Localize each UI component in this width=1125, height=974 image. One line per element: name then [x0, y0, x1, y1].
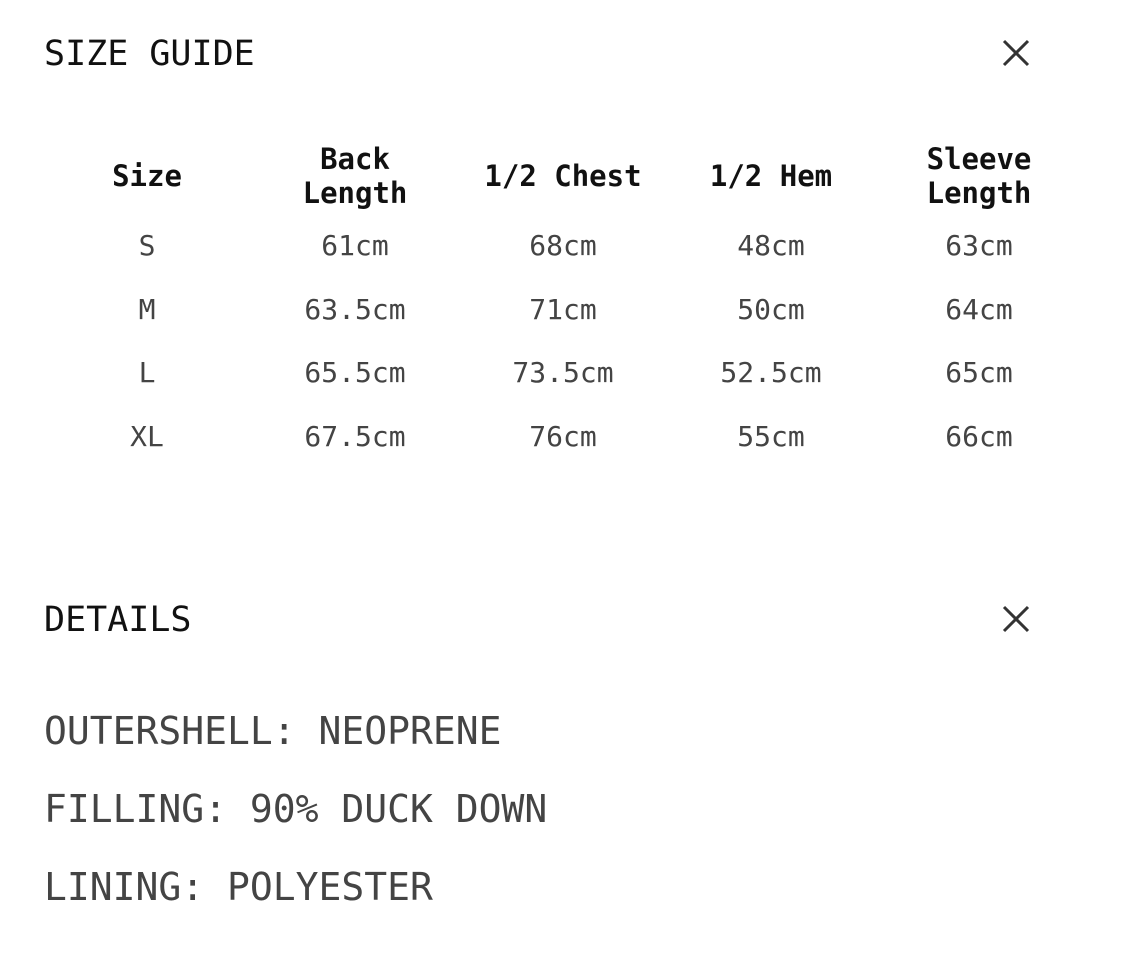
size-guide-title: SIZE GUIDE [44, 34, 255, 74]
details-lining: LINING: POLYESTER [44, 865, 433, 909]
table-cell: 76cm [529, 419, 597, 453]
table-cell: 71cm [529, 292, 597, 326]
table-row: M 63.5cm 71cm 50cm 64cm [43, 278, 1083, 342]
table-cell: 52.5cm [720, 356, 822, 389]
details-filling: FILLING: 90% DUCK DOWN [44, 787, 548, 831]
table-cell: 66cm [945, 419, 1013, 453]
size-table: Size Back Length 1/2 Chest 1/2 Hem Sleeve… [43, 138, 1083, 468]
header-half-chest: 1/2 Chest [484, 159, 642, 193]
table-cell: 48cm [737, 229, 805, 262]
header-back-length: Back Length [302, 142, 408, 210]
header-sleeve-length: Sleeve Length [926, 142, 1032, 210]
table-cell: 65cm [945, 356, 1013, 389]
size-guide-close-button[interactable] [998, 35, 1034, 71]
details-outershell: OUTERSHELL: NEOPRENE [44, 709, 502, 753]
close-icon [1002, 605, 1030, 633]
details-close-button[interactable] [998, 601, 1034, 637]
header-size: Size [112, 159, 182, 193]
table-cell: 55cm [737, 419, 805, 453]
table-cell: 50cm [737, 292, 805, 326]
table-cell: 63.5cm [304, 292, 406, 326]
table-row: XL 67.5cm 76cm 55cm 66cm [43, 405, 1083, 469]
table-header-row: Size Back Length 1/2 Chest 1/2 Hem Sleeve… [43, 138, 1083, 214]
table-cell: 64cm [945, 292, 1013, 326]
table-cell: L [138, 356, 156, 389]
table-cell: 68cm [529, 229, 597, 262]
close-icon [1002, 39, 1030, 67]
table-row: L 65.5cm 73.5cm 52.5cm 65cm [43, 341, 1083, 405]
table-cell: XL [130, 419, 164, 453]
table-cell: 73.5cm [512, 356, 614, 389]
table-cell: M [138, 292, 156, 326]
table-cell: S [138, 229, 156, 262]
details-title: DETAILS [44, 600, 192, 640]
header-half-hem: 1/2 Hem [709, 159, 833, 193]
table-cell: 61cm [321, 229, 389, 262]
table-cell: 63cm [945, 229, 1013, 262]
table-cell: 65.5cm [304, 356, 406, 389]
table-cell: 67.5cm [304, 419, 406, 453]
table-row: S 61cm 68cm 48cm 63cm [43, 214, 1083, 278]
